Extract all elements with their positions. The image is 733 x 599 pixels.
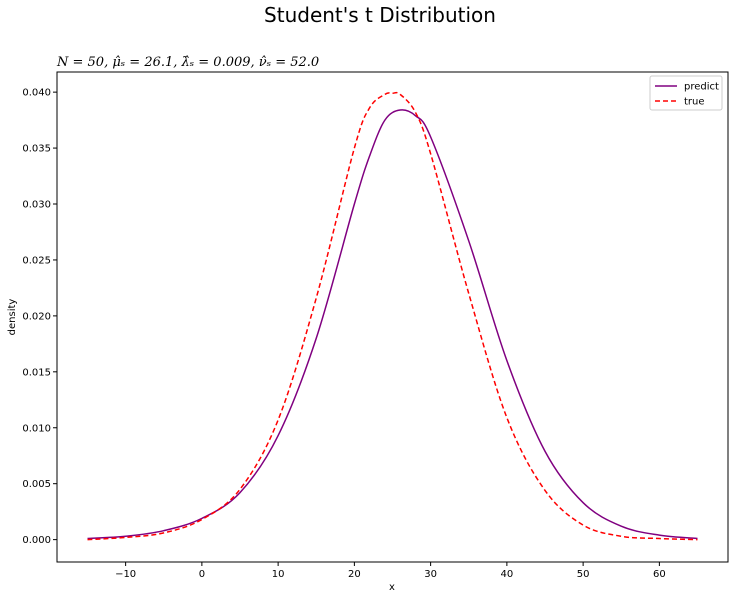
- x-tick-label: 40: [501, 569, 514, 580]
- x-tick-label: 50: [577, 569, 590, 580]
- x-tick-label: 20: [348, 569, 361, 580]
- x-tick-label: 10: [272, 569, 285, 580]
- y-tick-label: 0.015: [22, 367, 51, 378]
- chart-title: Student's t Distribution: [264, 3, 496, 27]
- series-line-predict: [87, 109, 698, 540]
- y-tick-label: 0.020: [22, 311, 51, 322]
- legend-label-true: true: [684, 97, 705, 108]
- x-tick-label: −10: [115, 569, 136, 580]
- y-axis: 0.000 0.005 0.010 0.015 0.020 0.025 0.030 0.035…: [22, 88, 57, 546]
- y-tick-label: 0.000: [22, 535, 51, 546]
- x-axis: −10 0 10 20 30 40 50 60: [115, 562, 666, 580]
- y-axis-label: density: [7, 299, 18, 336]
- y-tick-label: 0.005: [22, 479, 51, 490]
- legend-label-predict: predict: [684, 82, 719, 93]
- chart-subtitle: N = 50, μ̂ₛ = 26.1, λ̂ₛ = 0.009, ν̂ₛ = 5…: [56, 55, 319, 70]
- y-tick-label: 0.030: [22, 200, 51, 211]
- y-tick-label: 0.025: [22, 255, 51, 266]
- x-tick-label: 0: [199, 569, 205, 580]
- x-tick-label: 30: [424, 569, 437, 580]
- x-axis-label: x: [389, 582, 395, 593]
- legend: predict true: [649, 75, 723, 111]
- y-tick-label: 0.010: [22, 423, 51, 434]
- y-tick-label: 0.040: [22, 88, 51, 99]
- plot-area-frame: [56, 71, 729, 563]
- y-tick-label: 0.035: [22, 144, 51, 155]
- series-layer: [87, 91, 698, 541]
- series-line-true: [87, 91, 698, 541]
- x-tick-label: 60: [653, 569, 666, 580]
